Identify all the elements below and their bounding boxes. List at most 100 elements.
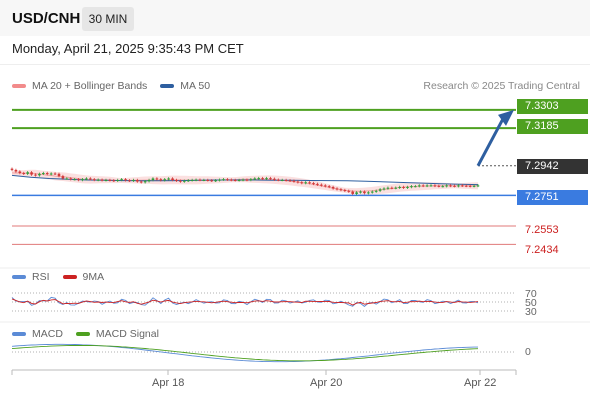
- candle-body: [449, 185, 452, 187]
- candle-body: [241, 179, 245, 181]
- candle-body: [257, 178, 261, 180]
- header-divider: [0, 64, 590, 65]
- price-legend: MA 20 + Bollinger Bands MA 50: [12, 80, 223, 92]
- candle-body: [167, 178, 170, 180]
- bollinger-band: [12, 169, 478, 195]
- candle-body: [468, 185, 472, 187]
- legend-9ma: 9MA: [62, 271, 104, 283]
- candle-body: [304, 182, 307, 184]
- candle-body: [233, 180, 237, 181]
- macd-signal-line: [11, 345, 479, 362]
- candle-body: [89, 178, 92, 180]
- candle-body: [136, 180, 139, 182]
- candle-body: [26, 172, 29, 174]
- candle-body: [445, 185, 448, 187]
- 9ma-swatch: [62, 275, 77, 279]
- candle-body: [69, 178, 73, 180]
- legend-ma20-label: MA 20 + Bollinger Bands: [32, 80, 148, 92]
- candle-body: [425, 185, 429, 187]
- timestamp: Monday, April 21, 2025 9:35:43 PM CET: [12, 41, 244, 56]
- candle-body: [30, 172, 33, 175]
- legend-rsi: RSI: [12, 271, 50, 283]
- legend-ma50: MA 50: [160, 80, 210, 92]
- candle-body: [292, 180, 296, 182]
- target2-label: 7.3303: [517, 99, 588, 114]
- candle-body: [359, 191, 362, 193]
- macd-signal-swatch: [75, 332, 90, 336]
- xaxis-tick: Apr 18: [152, 377, 185, 389]
- candle-body: [175, 180, 178, 181]
- legend-macd-signal: MACD Signal: [75, 328, 159, 340]
- candle-body: [398, 186, 401, 188]
- candle-body: [112, 180, 116, 182]
- candle-body: [296, 181, 300, 183]
- candle-body: [155, 178, 159, 180]
- candle-body: [210, 180, 214, 182]
- rsi-legend: RSI 9MA: [12, 271, 117, 283]
- candle-body: [34, 174, 37, 176]
- candle-body: [421, 185, 425, 187]
- candle-body: [61, 176, 65, 179]
- candle-body: [120, 179, 123, 181]
- candle-body: [38, 173, 41, 176]
- candle-body: [331, 186, 335, 189]
- candle-body: [229, 179, 233, 181]
- candle-body: [249, 179, 253, 181]
- candle-body: [151, 178, 155, 180]
- candle-body: [347, 190, 351, 192]
- candle-body: [273, 178, 276, 180]
- candle-body: [316, 183, 319, 185]
- legend-macd-signal-label: MACD Signal: [95, 328, 159, 340]
- candle-body: [81, 179, 84, 181]
- candle-body: [171, 178, 174, 180]
- candle-body: [198, 179, 202, 181]
- candle-body: [53, 173, 57, 175]
- candle-body: [453, 185, 456, 187]
- candle-body: [370, 191, 374, 193]
- candle-body: [179, 180, 182, 182]
- candle-body: [339, 189, 343, 191]
- candle-body: [355, 192, 358, 194]
- candle-body: [132, 180, 135, 181]
- candle-body: [374, 190, 378, 192]
- symbol-title: USD/CNH: [12, 10, 81, 27]
- candle-body: [206, 180, 210, 181]
- rsi-line: [11, 296, 479, 307]
- candle-body: [237, 180, 241, 181]
- legend-macd: MACD: [12, 328, 63, 340]
- macd-swatch: [12, 332, 26, 336]
- candle-body: [65, 178, 69, 180]
- candle-body: [202, 180, 206, 181]
- candle-body: [284, 180, 288, 181]
- candle-body: [280, 180, 284, 181]
- candle-body: [363, 191, 366, 194]
- candle-body: [335, 188, 339, 190]
- candle-body: [18, 171, 22, 174]
- candle-body: [245, 179, 249, 181]
- candle-body: [14, 169, 18, 172]
- timeframe-button[interactable]: 30 MIN: [82, 7, 134, 31]
- candle-body: [186, 180, 190, 182]
- candle-body: [57, 173, 61, 177]
- candle-body: [417, 185, 421, 187]
- current-price-label: 7.2942: [517, 159, 588, 174]
- candle-body: [183, 180, 186, 182]
- candle-body: [343, 190, 347, 192]
- candle-body: [143, 181, 147, 183]
- macd-zero-label: 0: [525, 346, 531, 358]
- candle-body: [265, 178, 268, 180]
- legend-ma50-label: MA 50: [180, 80, 211, 92]
- candle-body: [190, 180, 194, 181]
- candle-body: [222, 179, 225, 181]
- rsi-level-30: 30: [525, 306, 537, 318]
- candle-body: [288, 180, 292, 182]
- macd-line: [11, 343, 478, 363]
- candle-body: [437, 185, 441, 187]
- candle-body: [433, 185, 437, 187]
- candle-body: [139, 181, 143, 183]
- credit-text: Research © 2025 Trading Central: [423, 80, 580, 92]
- candle-body: [77, 179, 80, 181]
- candle-body: [261, 178, 264, 180]
- legend-macd-label: MACD: [32, 328, 63, 340]
